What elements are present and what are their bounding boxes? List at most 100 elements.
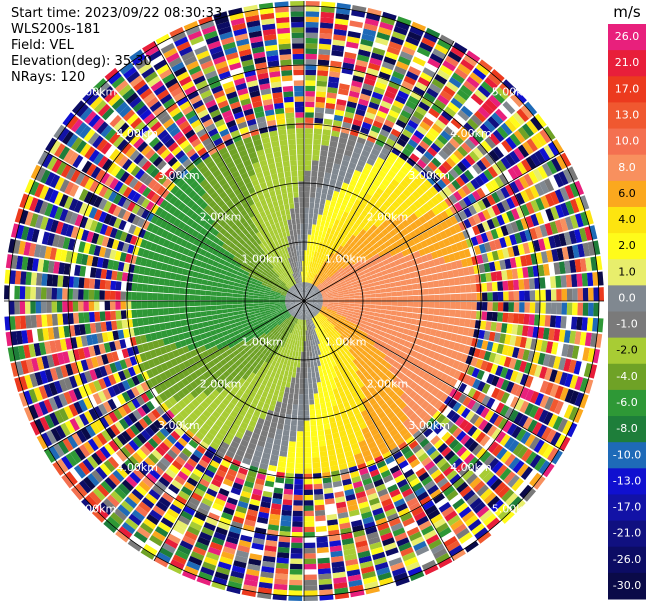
radar-gate — [320, 6, 335, 13]
radar-gate — [354, 113, 364, 122]
radar-gate — [458, 250, 466, 259]
radar-gate — [211, 85, 223, 94]
radar-gate — [286, 264, 290, 270]
radar-gate — [339, 165, 348, 172]
radar-gate — [250, 156, 259, 165]
radar-gate — [241, 131, 251, 140]
radar-gate — [309, 261, 313, 267]
radar-gate — [498, 173, 509, 186]
radar-gate — [340, 261, 346, 267]
radar-gate — [517, 243, 525, 256]
radar-gate — [277, 238, 282, 245]
radar-gate — [413, 250, 421, 259]
radar-gate — [480, 273, 487, 283]
radar-gate — [168, 301, 174, 308]
radar-gate — [491, 250, 500, 261]
radar-gate — [283, 236, 289, 243]
radar-gate — [287, 246, 291, 253]
radar-gate — [317, 176, 324, 183]
radar-gate — [253, 298, 259, 301]
radar-gate — [508, 291, 514, 301]
radar-gate — [503, 291, 509, 301]
radar-gate — [481, 197, 492, 209]
radar-gate — [190, 312, 197, 319]
radar-gate — [344, 278, 351, 283]
radar-gate — [418, 248, 426, 257]
radar-gate — [343, 57, 356, 65]
radar-gate — [305, 21, 319, 28]
radar-gate — [216, 65, 230, 75]
radar-gate — [249, 90, 261, 98]
radar-gate — [355, 182, 364, 190]
radar-gate — [457, 187, 467, 199]
radar-gate — [278, 129, 287, 136]
radar-gate — [279, 243, 284, 250]
radar-gate — [304, 367, 308, 373]
radar-gate — [488, 133, 501, 146]
radar-gate — [384, 263, 391, 270]
radar-gate — [284, 247, 289, 254]
radar-gate — [327, 151, 336, 158]
radar-gate — [349, 234, 356, 241]
radar-gate — [305, 69, 317, 76]
radar-gate — [304, 293, 307, 299]
radar-gate — [227, 288, 233, 293]
radar-gate — [353, 187, 361, 195]
radar-gate — [291, 32, 304, 39]
radar-gate — [382, 95, 394, 105]
radar-gate — [278, 38, 291, 45]
radar-gate — [195, 289, 201, 295]
radar-gate — [323, 267, 328, 273]
radar-gate — [491, 281, 498, 292]
radar-gate — [522, 242, 531, 254]
radar-gate — [494, 260, 501, 271]
radar-gate — [297, 255, 300, 262]
radar-gate — [411, 283, 418, 290]
radar-gate — [425, 131, 437, 142]
radar-gate — [300, 223, 304, 230]
radar-gate — [523, 173, 534, 187]
radar-gate — [310, 234, 315, 241]
radar-gate — [396, 291, 403, 297]
radar-gate — [310, 293, 316, 297]
radar-gate — [269, 207, 276, 214]
radar-gate — [445, 207, 454, 218]
radar-gate — [502, 247, 510, 259]
radar-gate — [253, 293, 260, 296]
radar-gate — [293, 500, 303, 506]
radar-gate — [471, 293, 477, 301]
radar-gate — [227, 57, 240, 66]
radar-gate — [195, 80, 208, 90]
radar-gate — [296, 250, 300, 257]
radar-gate — [468, 150, 480, 163]
radar-gate — [381, 124, 393, 133]
radar-gate — [412, 56, 426, 67]
radar-gate — [457, 145, 468, 157]
radar-gate — [251, 179, 260, 187]
radar-gate — [294, 383, 300, 389]
radar-gate — [250, 41, 264, 49]
radar-gate — [275, 233, 281, 240]
radar-gate — [323, 275, 329, 281]
radar-gate — [370, 224, 378, 232]
radar-gate — [115, 291, 121, 300]
radar-gate — [397, 55, 411, 66]
radar-gate — [396, 138, 407, 148]
radar-gate — [543, 263, 550, 276]
radar-gate — [298, 266, 301, 272]
radar-gate — [373, 212, 381, 220]
radar-gate — [297, 362, 301, 368]
radar-gate — [83, 301, 89, 312]
radar-gate — [295, 377, 300, 384]
radar-gate — [318, 252, 323, 259]
radar-gate — [316, 182, 323, 188]
radar-gate — [350, 85, 362, 93]
radar-gate — [184, 288, 191, 295]
radar-gate — [571, 274, 578, 287]
radar-gate — [361, 209, 369, 217]
radar-gate — [311, 296, 318, 299]
radar-gate — [334, 263, 340, 269]
radar-gate — [500, 122, 513, 136]
radar-gate — [270, 81, 282, 89]
radar-gate — [505, 184, 515, 196]
